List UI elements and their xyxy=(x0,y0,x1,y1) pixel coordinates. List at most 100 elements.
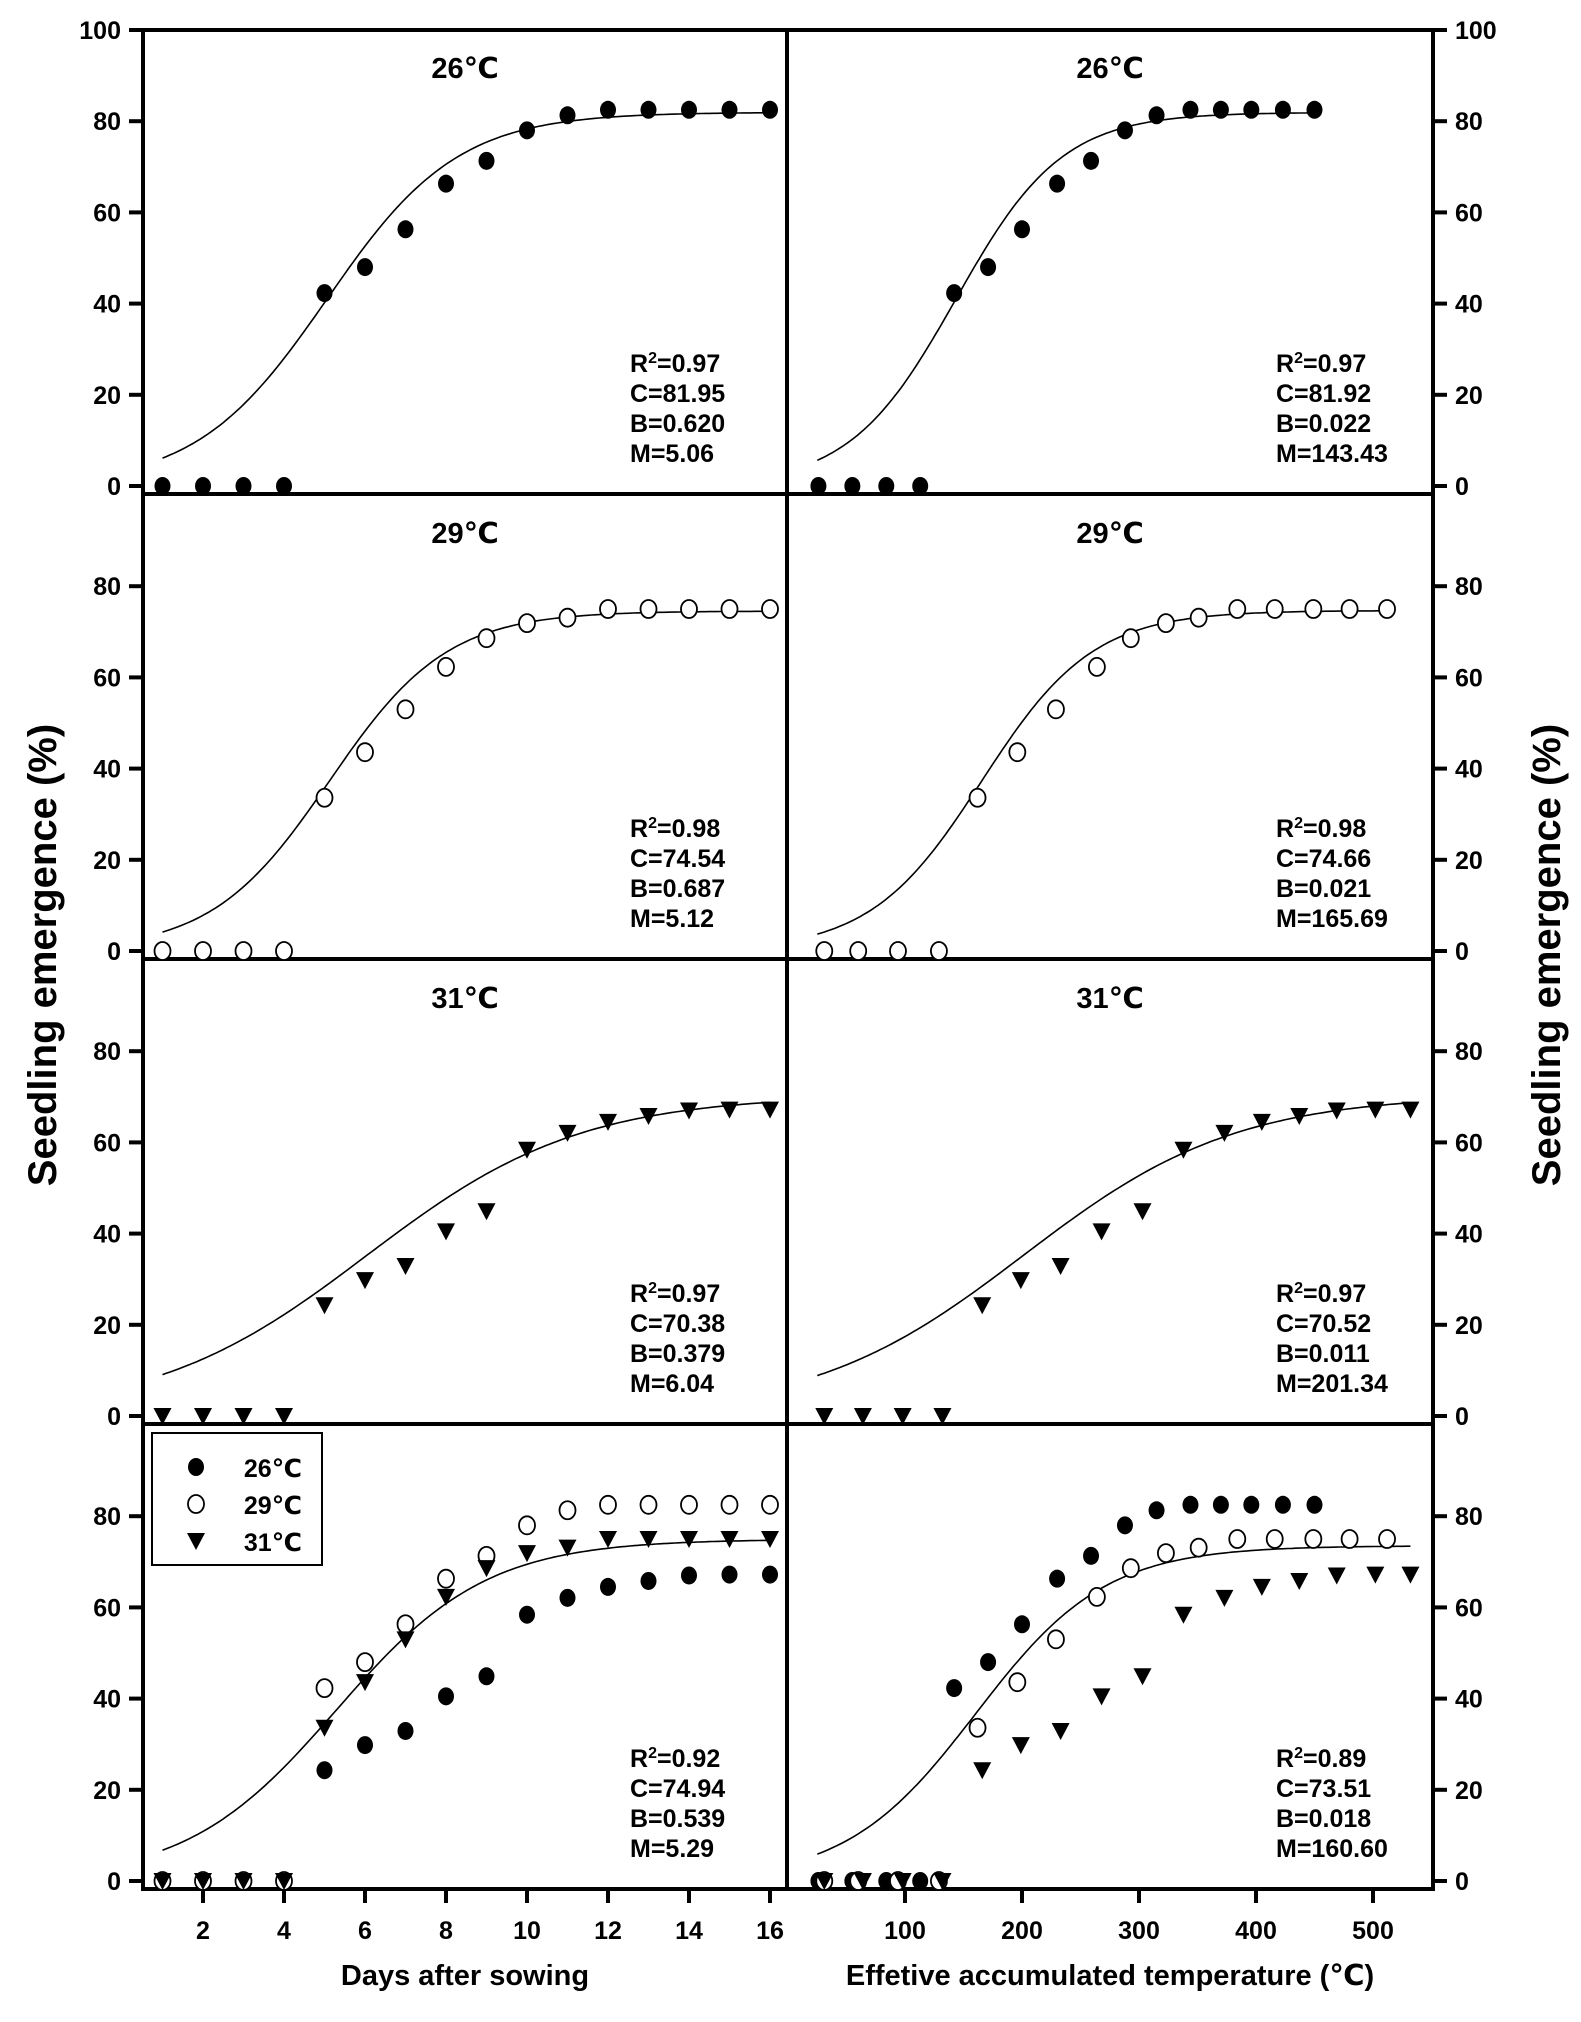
data-point-filled-circle xyxy=(1116,1516,1133,1535)
fit-parameter-label: M=165.69 xyxy=(1276,905,1388,933)
data-point-filled-circle xyxy=(1014,220,1030,239)
data-point-open-circle xyxy=(234,941,253,961)
fit-curve-days-row3 xyxy=(162,1539,771,1851)
data-point-filled-triangle-down xyxy=(477,1560,496,1578)
data-point-filled-triangle-down xyxy=(518,1141,536,1159)
x-tick-label-days: 4 xyxy=(277,1917,291,1945)
data-point-filled-triangle-down xyxy=(315,1719,334,1737)
data-point-filled-circle xyxy=(1274,100,1291,119)
data-point-filled-circle xyxy=(980,1653,997,1672)
fit-parameter-label: C=73.51 xyxy=(1276,1775,1371,1803)
fit-curve-days-row0 xyxy=(162,111,771,459)
data-point-filled-circle xyxy=(519,1605,535,1624)
data-point-filled-triangle-down xyxy=(1252,1113,1271,1131)
data-point-open-circle xyxy=(761,599,779,619)
data-point-filled-triangle-down xyxy=(1051,1722,1070,1740)
data-point-filled-triangle-down xyxy=(1133,1203,1152,1221)
data-point-filled-circle xyxy=(559,106,576,125)
x-tick-label-temp: 500 xyxy=(1352,1917,1394,1945)
y-tick-label-left: 80 xyxy=(93,108,121,136)
data-point-open-circle xyxy=(315,787,334,808)
data-point-filled-triangle-down xyxy=(853,1873,872,1890)
fit-curve-days-row1 xyxy=(162,610,770,933)
fit-parameter-label: M=160.60 xyxy=(1276,1835,1388,1863)
data-point-filled-triangle-down xyxy=(680,1531,698,1548)
data-point-open-circle xyxy=(1121,628,1140,649)
data-point-open-circle xyxy=(761,1494,779,1515)
y-tick-label-left: 100 xyxy=(79,17,121,45)
data-point-open-circle xyxy=(930,941,948,961)
data-point-open-circle xyxy=(1087,1587,1106,1607)
x-tick-label-temp: 200 xyxy=(1001,1917,1043,1945)
data-point-filled-circle xyxy=(1049,1569,1066,1588)
y-tick-label-right: 40 xyxy=(1455,1221,1483,1249)
data-point-filled-circle xyxy=(438,1687,454,1706)
data-point-open-circle xyxy=(968,1717,987,1738)
data-point-open-circle xyxy=(315,1678,334,1699)
data-point-filled-triangle-down xyxy=(1215,1589,1234,1607)
fit-parameter-label: B=0.018 xyxy=(1276,1805,1371,1833)
x-tick-label-days: 8 xyxy=(439,1917,453,1945)
y-tick-label-left: 40 xyxy=(93,1221,121,1249)
data-point-filled-circle xyxy=(397,220,414,239)
y-tick-label-left: 0 xyxy=(107,1868,121,1896)
y-tick-label-right: 0 xyxy=(1455,1403,1469,1431)
fit-parameter-label: B=0.539 xyxy=(630,1805,725,1833)
data-point-filled-circle xyxy=(1148,106,1165,125)
y-tick-label-right: 80 xyxy=(1455,1038,1483,1066)
panel-texts: 26℃R2=0.97C=81.95B=0.620M=5.0626℃R2=0.97… xyxy=(431,53,1388,1863)
data-points xyxy=(153,100,1420,1891)
data-point-open-circle xyxy=(1378,1529,1396,1549)
y-tick-label-right: 20 xyxy=(1455,1312,1483,1340)
legend-box xyxy=(151,1432,323,1566)
data-point-open-circle xyxy=(639,599,658,619)
data-point-open-circle xyxy=(518,613,536,634)
fit-parameter-label: M=5.12 xyxy=(630,905,714,933)
y-tick-label-right: 0 xyxy=(1455,938,1469,966)
data-point-filled-circle xyxy=(810,477,827,495)
data-point-filled-triangle-down xyxy=(1011,1272,1030,1290)
data-point-filled-triangle-down xyxy=(1174,1141,1193,1159)
y-tick-label-left: 0 xyxy=(107,1403,121,1431)
data-point-open-circle xyxy=(1189,1537,1208,1558)
data-point-open-circle xyxy=(1157,1543,1175,1564)
data-point-open-circle xyxy=(1087,657,1106,677)
data-point-open-circle xyxy=(1047,699,1065,720)
fit-parameter-label: C=74.54 xyxy=(630,845,725,873)
data-point-filled-circle xyxy=(600,100,616,119)
data-point-open-circle xyxy=(1265,599,1284,619)
y-tick-label-left: 80 xyxy=(93,1038,121,1066)
data-point-filled-circle xyxy=(357,1736,373,1755)
y-tick-label-right: 80 xyxy=(1455,1503,1483,1531)
data-point-open-circle xyxy=(1189,607,1208,628)
data-point-filled-triangle-down xyxy=(599,1113,617,1131)
data-point-open-circle xyxy=(1304,1529,1323,1549)
fit-parameter-label: M=143.43 xyxy=(1276,440,1388,468)
panel-title: 26℃ xyxy=(1076,53,1143,85)
fit-parameter-label: M=6.04 xyxy=(630,1370,714,1398)
data-point-filled-triangle-down xyxy=(761,1101,779,1119)
legend-marker-filled-circle xyxy=(188,1458,204,1476)
y-tick-label-right: 60 xyxy=(1455,664,1483,692)
data-point-filled-triangle-down xyxy=(153,1873,172,1890)
fit-parameter-label: B=0.021 xyxy=(1276,875,1371,903)
data-point-filled-circle xyxy=(946,284,963,303)
y-tick-label-right: 20 xyxy=(1455,847,1483,875)
x-tick-label-days: 10 xyxy=(513,1917,541,1945)
fit-parameter-label: B=0.620 xyxy=(630,410,725,438)
x-tick-label-temp: 400 xyxy=(1235,1917,1277,1945)
y-tick-label-right: 80 xyxy=(1455,108,1483,136)
y-tick-label-left: 60 xyxy=(93,1129,121,1157)
y-tick-label-right: 40 xyxy=(1455,1686,1483,1714)
legend-marker-open-circle xyxy=(187,1494,205,1514)
panel-frames xyxy=(141,28,1435,1891)
data-point-filled-circle xyxy=(478,1667,495,1686)
data-point-open-circle xyxy=(437,1568,455,1589)
data-point-filled-triangle-down xyxy=(639,1107,658,1125)
y-tick-label-left: 60 xyxy=(93,199,121,227)
y-tick-label-left: 20 xyxy=(93,847,121,875)
y-tick-label-left: 20 xyxy=(93,1312,121,1340)
y-tick-label-left: 0 xyxy=(107,473,121,501)
data-point-open-circle xyxy=(356,742,374,763)
r-squared-label: R2=0.98 xyxy=(1276,815,1366,843)
